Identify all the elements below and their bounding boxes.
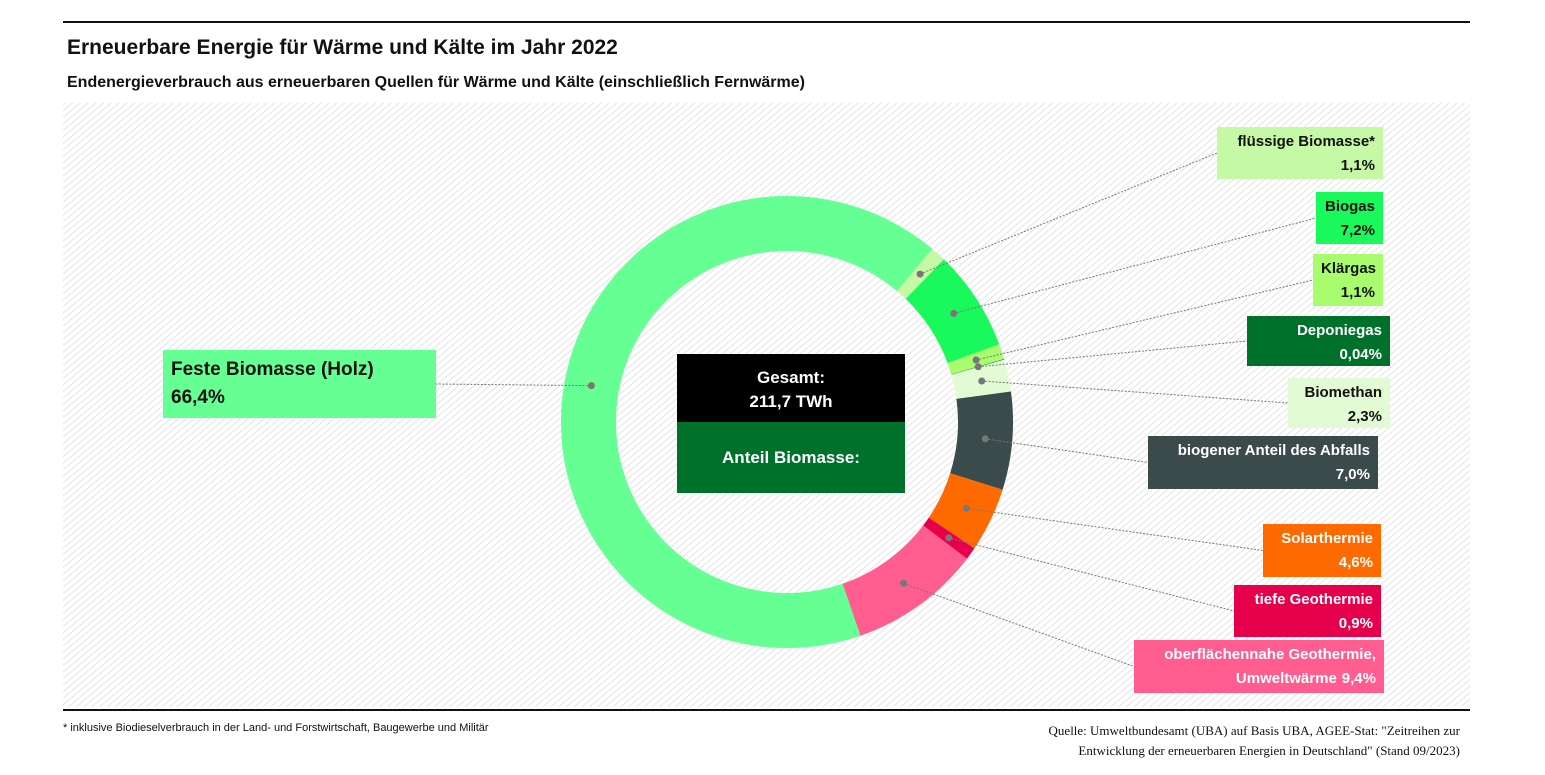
category-label: Feste Biomasse (Holz) xyxy=(171,359,374,380)
leader-dot xyxy=(950,309,958,317)
leader-line xyxy=(985,438,1149,463)
leader-line xyxy=(903,582,1135,667)
value-label: 1,1% xyxy=(1340,284,1375,301)
leader-dot xyxy=(974,363,982,371)
leader-dot xyxy=(916,270,924,278)
label-box: Solarthermie 4,6% xyxy=(1263,524,1381,577)
label-box: Biomethan 2,3% xyxy=(1288,378,1390,428)
total-value: 211,7 TWh xyxy=(749,392,833,411)
total-box: Gesamt: 211,7 TWh xyxy=(677,354,905,422)
leader-dot xyxy=(900,579,908,587)
category-label: Biomethan xyxy=(1304,384,1382,401)
category-label: Deponiegas xyxy=(1296,322,1382,339)
value-label: 7,0% xyxy=(1335,466,1370,483)
category-label: Solarthermie xyxy=(1281,530,1373,547)
leader-dot xyxy=(972,356,980,364)
source-line: Entwicklung der erneuerbaren Energien in… xyxy=(1078,743,1460,758)
leader-line xyxy=(948,537,1235,612)
category-label: Klärgas xyxy=(1321,260,1377,277)
leader-line xyxy=(966,507,1264,551)
source: Quelle: Umweltbundesamt (UBA) auf Basis … xyxy=(1049,721,1460,761)
source-line: Quelle: Umweltbundesamt (UBA) auf Basis … xyxy=(1048,723,1460,738)
chart-subtitle: Endenergieverbrauch aus erneuerbaren Que… xyxy=(67,74,805,91)
chart-title: Erneuerbare Energie für Wärme und Kälte … xyxy=(67,36,618,59)
leader-dot xyxy=(981,435,989,443)
leader-dot xyxy=(978,377,986,385)
category-label: Biogas xyxy=(1324,198,1375,215)
label-box: flüssige Biomasse* 1,1% xyxy=(1217,127,1383,179)
value-label: 2,3% xyxy=(1347,408,1382,425)
leaders xyxy=(435,152,1317,667)
leader-dot xyxy=(587,382,595,390)
label-box: Deponiegas 0,04% xyxy=(1247,316,1390,366)
label-box: Klärgas 1,1% xyxy=(1313,254,1383,306)
category-label: tiefe Geothermie xyxy=(1254,591,1373,608)
label-box: Biogas 7,2% xyxy=(1316,192,1383,244)
value-label: 1,1% xyxy=(1340,157,1375,174)
leader-line xyxy=(953,217,1317,314)
leader-line xyxy=(919,152,1218,275)
leader-line xyxy=(975,279,1314,361)
biomass-box: Anteil Biomasse: xyxy=(677,422,905,493)
label-box: tiefe Geothermie 0,9% xyxy=(1234,585,1381,637)
category-label: oberflächennahe Geothermie, Umweltwärme xyxy=(1164,646,1376,687)
footnote: * inklusive Biodieselverbrauch in der La… xyxy=(63,722,489,734)
value-label: 9,4% xyxy=(1341,670,1376,687)
value-label: 66,4% xyxy=(171,387,225,408)
category-label: flüssige Biomasse* xyxy=(1237,133,1375,150)
segment xyxy=(950,391,1013,490)
total-title: Gesamt: xyxy=(756,368,826,387)
leader-dot xyxy=(945,534,953,542)
value-label: 7,2% xyxy=(1340,222,1375,239)
label-box: oberflächennahe Geothermie, Umweltwärme 9… xyxy=(1134,640,1384,693)
leader-line xyxy=(435,383,592,387)
segment xyxy=(560,196,933,649)
label-box: biogener Anteil des Abfalls 7,0% xyxy=(1148,436,1378,489)
value-label: 4,6% xyxy=(1338,554,1373,571)
value-label: 0,9% xyxy=(1338,615,1373,632)
leader-line xyxy=(978,340,1248,368)
biomass-title: Anteil Biomasse: xyxy=(722,448,860,467)
leader-line xyxy=(981,380,1289,404)
value-label: 0,04% xyxy=(1339,346,1382,363)
label-box: Feste Biomasse (Holz) 66,4% xyxy=(163,350,436,418)
leader-dot xyxy=(962,504,970,512)
category-label: biogener Anteil des Abfalls xyxy=(1177,442,1370,459)
